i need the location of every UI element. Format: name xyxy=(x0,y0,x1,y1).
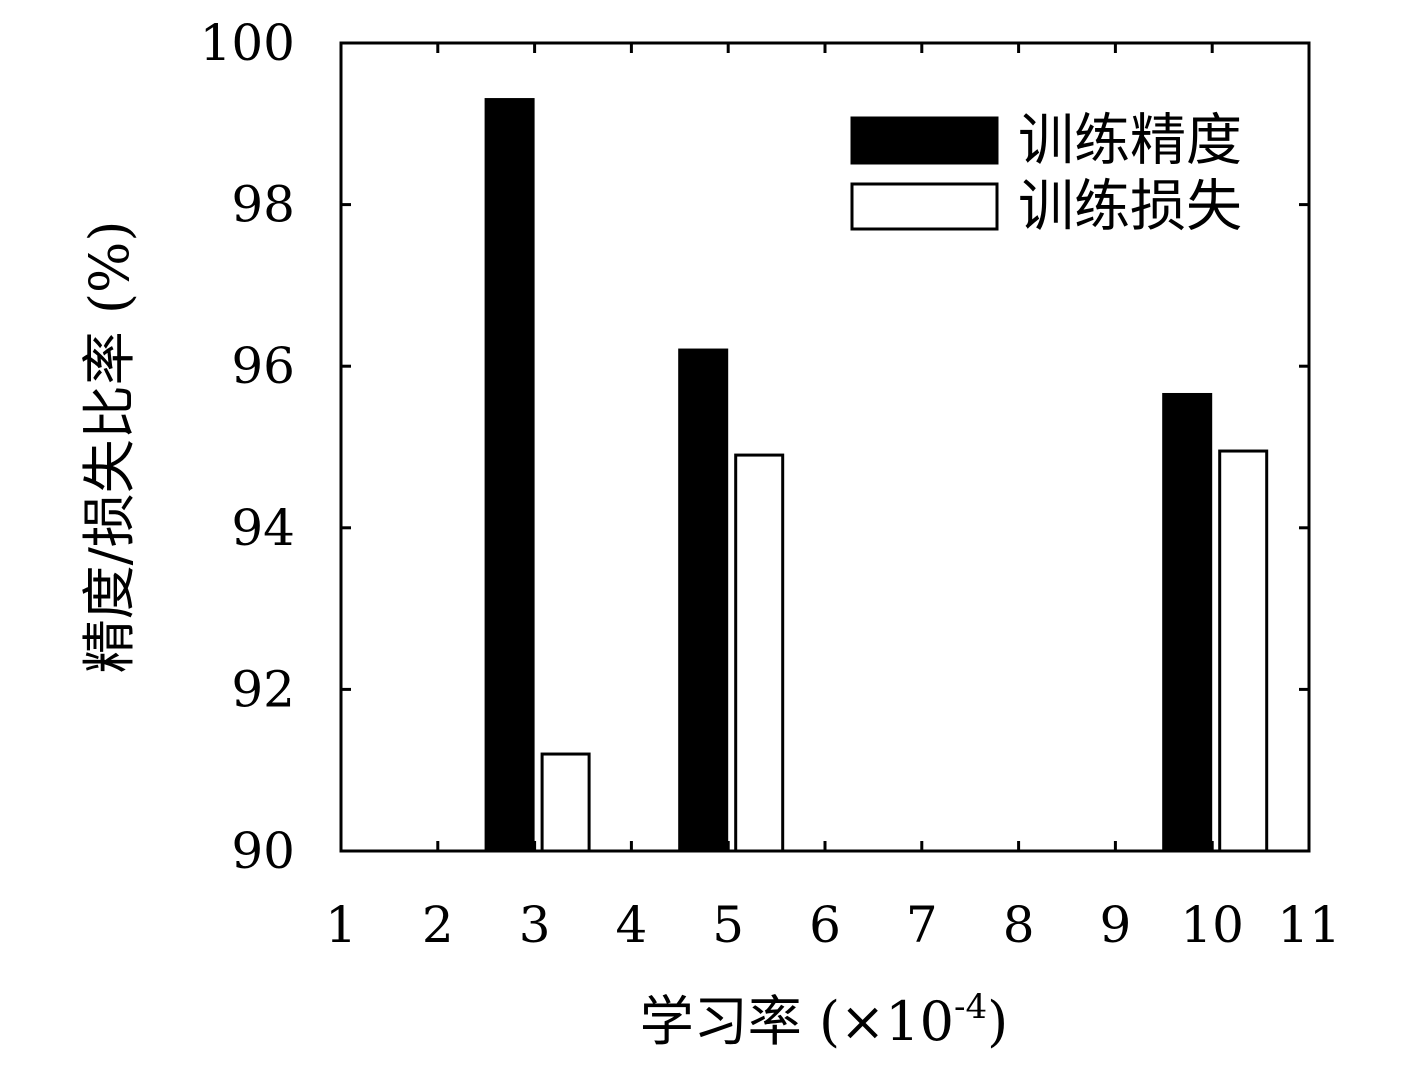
bar-series-1-x-3 xyxy=(540,752,591,853)
legend-label-1: 训练损失 xyxy=(1018,175,1242,240)
bar-series-0-x-5 xyxy=(678,348,729,853)
x-tick-label: 7 xyxy=(906,896,938,954)
y-axis-title: 精度/损失比率 (%) xyxy=(78,221,141,674)
y-tick-label: 90 xyxy=(231,822,295,880)
x-tick-label: 8 xyxy=(1003,896,1035,954)
bar-series-1-x-5 xyxy=(734,453,785,853)
y-tick-label: 92 xyxy=(231,660,295,718)
x-axis-title-exponent: -4 xyxy=(954,987,987,1027)
x-axis-title: 学习率 (×10-4) xyxy=(640,987,1008,1053)
x-tick-label: 10 xyxy=(1180,896,1244,954)
ticks-layer: 1 2 3 4 5 6 7 8 9 10 11 90 92 94 96 98 100 xyxy=(200,14,1341,954)
x-tick-label: 3 xyxy=(519,896,551,954)
x-tick-label: 6 xyxy=(809,896,841,954)
bar-series-0-x-3 xyxy=(484,98,535,853)
legend-label-0: 训练精度 xyxy=(1018,109,1242,174)
bars-layer xyxy=(484,98,1269,853)
y-tick-label: 96 xyxy=(231,337,295,395)
x-axis-title-suffix: ) xyxy=(987,990,1008,1053)
y-tick-label: 100 xyxy=(200,14,295,72)
y-tick-label: 98 xyxy=(231,176,295,234)
x-tick-label: 1 xyxy=(325,896,357,954)
legend-swatch-1 xyxy=(850,182,999,231)
x-tick-label: 4 xyxy=(615,896,647,954)
x-tick-label: 11 xyxy=(1277,896,1341,954)
x-tick-label: 9 xyxy=(1099,896,1131,954)
bar-series-1-x-10 xyxy=(1218,449,1269,853)
x-tick-label: 5 xyxy=(712,896,744,954)
bar-series-0-x-10 xyxy=(1162,392,1213,853)
legend-swatch-0 xyxy=(850,116,999,165)
y-tick-label: 94 xyxy=(231,499,295,557)
x-axis-title-text: 学习率 (×10 xyxy=(640,990,954,1053)
x-tick-label: 2 xyxy=(422,896,454,954)
